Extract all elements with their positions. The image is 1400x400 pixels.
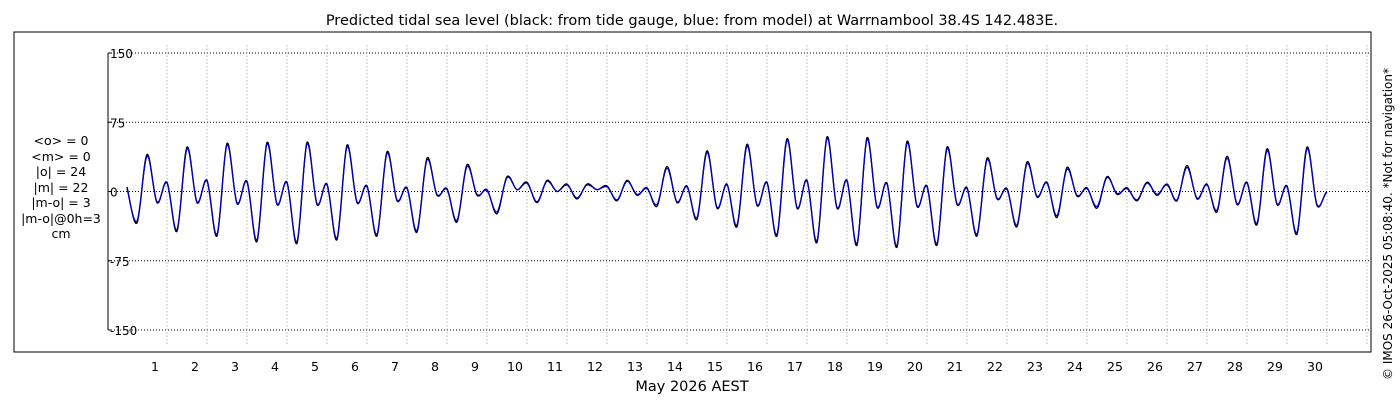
x-tick-label: 21 — [947, 359, 963, 374]
y-tick-label: -150 — [110, 324, 137, 338]
copyright-note: © IMOS 26-Oct-2025 05:08:40. *Not for na… — [1381, 68, 1395, 380]
x-tick-label: 9 — [471, 359, 479, 374]
x-tick-label: 8 — [431, 359, 439, 374]
stat-line: |m-o| = 3 — [31, 195, 91, 210]
stat-line: |o| = 24 — [35, 164, 87, 179]
stat-line: <o> = 0 — [33, 133, 89, 148]
stat-line: cm — [51, 226, 71, 241]
x-tick-label: 11 — [547, 359, 563, 374]
grid-lines — [108, 45, 1371, 345]
x-axis: 1 2 3 4 5 6 7 8 9 10 11 12 13 14 15 16 17 18 19 20 21 22 23 24 2… — [151, 359, 1323, 374]
x-tick-label: 20 — [907, 359, 923, 374]
x-tick-label: 15 — [707, 359, 723, 374]
x-tick-label: 19 — [867, 359, 883, 374]
x-tick-label: 28 — [1227, 359, 1243, 374]
series-line-model — [126, 138, 1328, 246]
x-tick-label: 3 — [231, 359, 239, 374]
x-tick-label: 2 — [191, 359, 199, 374]
x-tick-label: 13 — [627, 359, 643, 374]
x-tick-label: 10 — [507, 359, 523, 374]
x-tick-label: 7 — [391, 359, 399, 374]
x-tick-label: 27 — [1187, 359, 1203, 374]
x-tick-label: 17 — [787, 359, 803, 374]
stat-line: |m-o|@0h=3 — [21, 210, 101, 226]
x-tick-label: 23 — [1027, 359, 1043, 374]
y-tick-label: 75 — [110, 116, 125, 130]
x-tick-label: 14 — [667, 359, 683, 374]
stat-line: |m| = 22 — [33, 179, 89, 195]
x-tick-label: 5 — [311, 359, 319, 374]
x-tick-label: 6 — [351, 359, 359, 374]
y-axis: 150 75 0 -75 -150 — [107, 47, 137, 338]
stat-line: <m> = 0 — [31, 148, 91, 164]
x-axis-label: May 2026 AEST — [635, 379, 748, 395]
x-tick-label: 22 — [987, 359, 1003, 374]
x-tick-label: 26 — [1147, 359, 1163, 374]
series-lines — [126, 136, 1328, 248]
x-tick-label: 30 — [1307, 359, 1323, 374]
x-tick-label: 4 — [271, 359, 279, 374]
x-tick-label: 16 — [747, 359, 763, 374]
x-tick-label: 12 — [587, 359, 603, 374]
y-tick-label: -75 — [110, 255, 130, 269]
x-tick-label: 25 — [1107, 359, 1123, 374]
y-tick-label: 150 — [110, 47, 133, 61]
plot-frame — [13, 31, 1372, 353]
x-tick-label: 29 — [1267, 359, 1283, 374]
x-tick-label: 24 — [1067, 359, 1083, 374]
y-tick-label: 0 — [110, 186, 118, 200]
x-tick-label: 18 — [827, 359, 843, 374]
x-tick-label: 1 — [151, 359, 159, 374]
statistics-panel: <o> = 0 <m> = 0 |o| = 24 |m| = 22 |m-o| = 3 |… — [14, 133, 108, 242]
chart-title: Predicted tidal sea level (black: from t… — [326, 13, 1058, 29]
